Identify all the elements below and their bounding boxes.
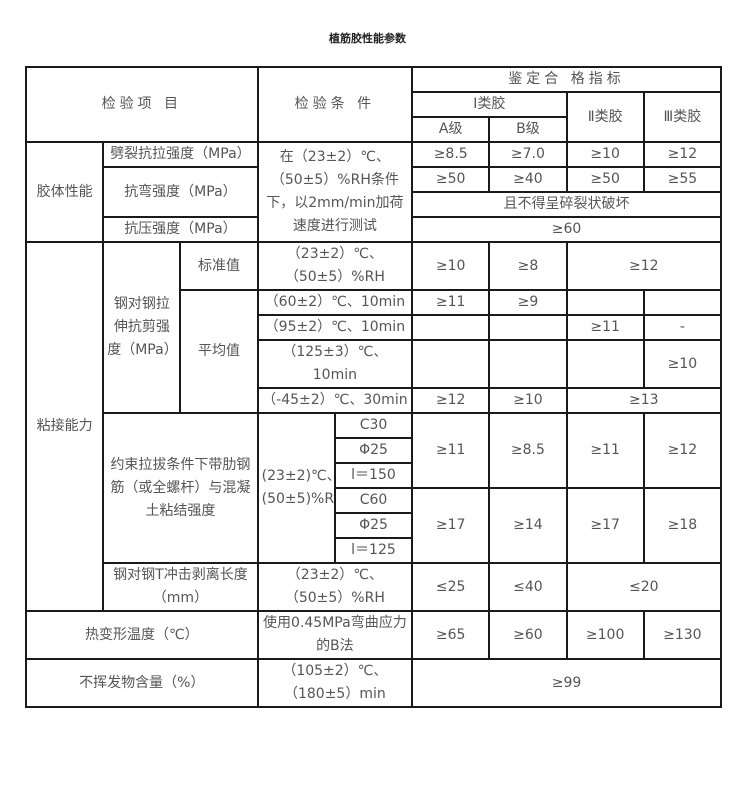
cell: C30 bbox=[333, 412, 414, 439]
glue-condition: 在（23±2）℃、（50±5）%RH条件下，以2mm/min加荷速度进行测试 bbox=[256, 141, 414, 243]
cell: ≥12 bbox=[411, 387, 491, 414]
shear-label: 钢对钢拉伸抗剪强度（MPa） bbox=[102, 241, 182, 414]
split-label: 劈裂抗拉强度（MPa） bbox=[102, 141, 259, 168]
nonvol-label: 不挥发物含量（%） bbox=[25, 658, 259, 708]
cell: ≥12 bbox=[642, 141, 723, 168]
cell: ≥10 bbox=[488, 387, 568, 414]
cell: ≥12 bbox=[565, 241, 723, 291]
cell: 使用0.45MPa弯曲应力的B法 bbox=[256, 610, 414, 660]
cell: （125±3）℃、10min bbox=[256, 339, 414, 389]
cell: （60±2）℃、10min bbox=[256, 289, 414, 316]
cell: （95±2）℃、10min bbox=[256, 314, 414, 341]
compress-label: 抗压强度（MPa） bbox=[102, 216, 259, 243]
cell: ≥60 bbox=[488, 610, 568, 660]
cell: Φ25 bbox=[333, 437, 414, 464]
standard-label: 标准值 bbox=[179, 241, 259, 291]
bend-label: 抗弯强度（MPa） bbox=[102, 166, 259, 218]
cell: ≥10 bbox=[642, 339, 723, 389]
cell: ≥130 bbox=[642, 610, 723, 660]
peel-label: 钢对钢T冲击剥离长度（mm） bbox=[102, 562, 259, 612]
cell: ≤20 bbox=[565, 562, 723, 612]
cell bbox=[488, 339, 568, 389]
header-criteria: 鉴定合 格指标 bbox=[411, 66, 722, 93]
bond-group: 粘接能力 bbox=[24, 241, 105, 612]
glue-performance-table: 检验项 目检验条 件鉴定合 格指标 Ⅰ类胶 Ⅱ类胶 Ⅲ类胶 A级 B级 胶体性能 劈裂抗… bbox=[24, 66, 723, 708]
cell: ≥50 bbox=[565, 166, 645, 193]
cell: （105±2）℃、（180±5）min bbox=[256, 658, 414, 708]
cell: ≤25 bbox=[411, 562, 491, 612]
cell: ≥11 bbox=[411, 289, 491, 316]
cell: ≥17 bbox=[565, 487, 645, 564]
cell: ≥40 bbox=[488, 166, 568, 193]
header-condition: 检验条 件 bbox=[256, 66, 414, 143]
cell bbox=[411, 314, 491, 341]
header-class2: Ⅱ类胶 bbox=[565, 91, 645, 143]
cell: （23±2）℃、（50±5）%RH bbox=[256, 562, 414, 612]
cell: ≥12 bbox=[642, 412, 723, 489]
header-grade-b: B级 bbox=[488, 116, 568, 143]
bend-note: 且不得呈碎裂状破坏 bbox=[411, 191, 722, 218]
cell: Φ25 bbox=[333, 512, 414, 539]
pullout-label: 约束拉拔条件下带肋钢筋（或全螺杆）与混凝土粘结强度 bbox=[102, 412, 259, 564]
glue-group: 胶体性能 bbox=[24, 141, 105, 243]
cell: ≥10 bbox=[565, 141, 645, 168]
cell: ≥7.0 bbox=[488, 141, 568, 168]
cell: ≥18 bbox=[642, 487, 723, 564]
cell: - bbox=[642, 314, 723, 341]
cell: ≥13 bbox=[565, 387, 723, 414]
cell: （-45±2）℃、30min bbox=[256, 387, 414, 414]
cell bbox=[411, 339, 491, 389]
cell: ≥10 bbox=[411, 241, 491, 291]
header-class3: Ⅲ类胶 bbox=[642, 91, 723, 143]
cell: ≥60 bbox=[411, 216, 722, 243]
cell: C60 bbox=[333, 487, 414, 514]
cell: （23±2）℃、（50±5）%RH bbox=[256, 241, 414, 291]
cell bbox=[565, 339, 645, 389]
cell: ≥17 bbox=[411, 487, 491, 564]
cell: ≥100 bbox=[565, 610, 645, 660]
cell: l＝150 bbox=[333, 462, 414, 489]
header-item: 检验项 目 bbox=[25, 66, 259, 143]
cell: ≥50 bbox=[411, 166, 491, 193]
cell: ≤40 bbox=[488, 562, 568, 612]
cell: ≥8.5 bbox=[488, 412, 568, 489]
cell: ≥11 bbox=[411, 412, 491, 489]
cell bbox=[642, 289, 723, 316]
cell: ≥9 bbox=[488, 289, 568, 316]
cell bbox=[488, 314, 568, 341]
cell: l＝125 bbox=[333, 537, 414, 564]
table-title: 植筋胶性能参数 bbox=[329, 32, 406, 45]
cell: ≥14 bbox=[488, 487, 568, 564]
cell: ≥8.5 bbox=[411, 141, 491, 168]
avg-label: 平均值 bbox=[179, 289, 259, 414]
header-grade-a: A级 bbox=[411, 116, 491, 143]
cell: ≥65 bbox=[411, 610, 491, 660]
heat-label: 热变形温度（℃） bbox=[25, 610, 259, 660]
cell: (23±2)℃、(50±5)%RH bbox=[256, 412, 336, 564]
cell bbox=[565, 289, 645, 316]
cell: ≥55 bbox=[642, 166, 723, 193]
cell: ≥99 bbox=[411, 658, 722, 708]
header-class1: Ⅰ类胶 bbox=[411, 91, 568, 118]
cell: ≥11 bbox=[565, 412, 645, 489]
cell: ≥8 bbox=[488, 241, 568, 291]
cell: ≥11 bbox=[565, 314, 645, 341]
